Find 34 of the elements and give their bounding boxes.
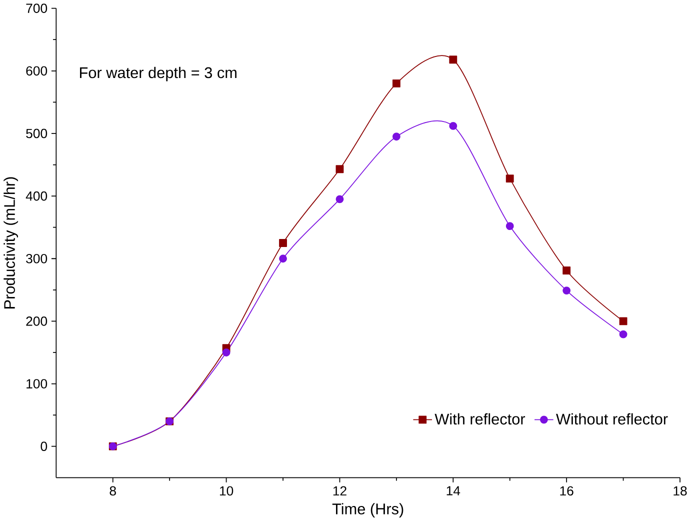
x-tick-label: 14 bbox=[446, 486, 460, 496]
point bbox=[619, 330, 628, 338]
point bbox=[562, 286, 571, 294]
point bbox=[279, 238, 287, 247]
point bbox=[336, 165, 344, 174]
legend-label: Without reflector bbox=[556, 413, 668, 425]
legend-label: With reflector bbox=[434, 413, 526, 425]
point bbox=[619, 317, 628, 326]
x-tick-label: 16 bbox=[560, 486, 574, 496]
y-tick-label: 200 bbox=[26, 316, 48, 326]
x-tick-label: 12 bbox=[333, 486, 346, 496]
y-tick-label: 100 bbox=[26, 379, 48, 388]
point bbox=[336, 195, 344, 204]
x-tick-label: 8 bbox=[110, 486, 116, 496]
y-tick-label: 300 bbox=[26, 254, 48, 264]
point bbox=[562, 266, 571, 274]
y-tick-label: 600 bbox=[26, 66, 48, 76]
y-tick-label: 400 bbox=[26, 191, 48, 201]
point bbox=[279, 254, 287, 263]
annotation: For water depth = 3 cm bbox=[80, 66, 236, 82]
x-tick-label: 10 bbox=[220, 486, 234, 496]
x-axis-title: Time (Hrs) bbox=[332, 503, 404, 518]
point bbox=[449, 56, 458, 64]
point bbox=[449, 122, 458, 130]
y-tick-label: 500 bbox=[26, 128, 48, 138]
y-tick-label: 700 bbox=[26, 4, 48, 13]
point bbox=[506, 174, 514, 182]
x-tick-label: 18 bbox=[674, 486, 687, 496]
point bbox=[222, 348, 230, 356]
y-tick-label: 0 bbox=[40, 442, 48, 451]
point bbox=[506, 222, 514, 230]
y-axis-title: Productivity (mL/hr) bbox=[4, 177, 18, 308]
point bbox=[392, 132, 400, 141]
point bbox=[392, 79, 400, 88]
